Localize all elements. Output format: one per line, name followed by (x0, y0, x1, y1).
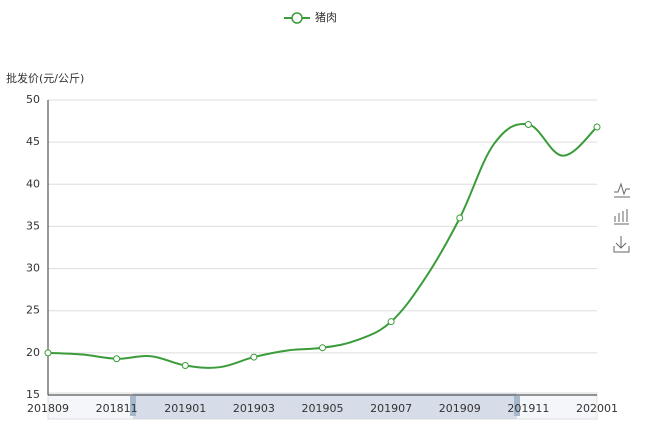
zoom-handle[interactable] (130, 396, 136, 416)
zoom-handle[interactable] (514, 396, 520, 416)
x-tick-label: 201907 (370, 402, 412, 415)
point (524, 120, 532, 128)
point (593, 123, 601, 131)
line-icon[interactable] (614, 182, 630, 198)
data-zoom[interactable] (47, 392, 598, 420)
y-tick-label: 40 (26, 177, 40, 190)
point (456, 214, 464, 222)
point (250, 353, 258, 361)
download-icon[interactable] (613, 236, 630, 253)
toolbox[interactable] (613, 182, 630, 253)
point (44, 349, 52, 357)
x-tick-label: 201809 (27, 402, 69, 415)
y-tick-label: 50 (26, 93, 40, 106)
y-tick-label: 20 (26, 346, 40, 359)
point (387, 318, 395, 326)
y-tick-label: 35 (26, 219, 40, 232)
y-axis-label: 批发价(元/公斤) (6, 71, 84, 85)
legend-marker (291, 12, 303, 24)
x-tick-label: 201903 (233, 402, 275, 415)
legend-label: 猪肉 (315, 11, 337, 24)
x-tick-label: 201901 (164, 402, 206, 415)
x-tick-label: 201911 (507, 402, 549, 415)
x-tick-label: 201905 (302, 402, 344, 415)
point (181, 362, 189, 369)
x-tick-label: 202001 (576, 402, 618, 415)
y-tick-label: 25 (26, 304, 40, 317)
x-tick-label: 201909 (439, 402, 481, 415)
point (113, 355, 121, 363)
line (47, 122, 598, 369)
y-tick-label: 45 (26, 135, 40, 148)
y-tick-label: 30 (26, 262, 40, 275)
x-tick-label: 201811 (96, 402, 138, 415)
point (319, 344, 326, 352)
y-tick-label: 15 (26, 388, 40, 401)
bar-icon[interactable] (614, 209, 629, 225)
zoom-window[interactable] (133, 393, 517, 419)
